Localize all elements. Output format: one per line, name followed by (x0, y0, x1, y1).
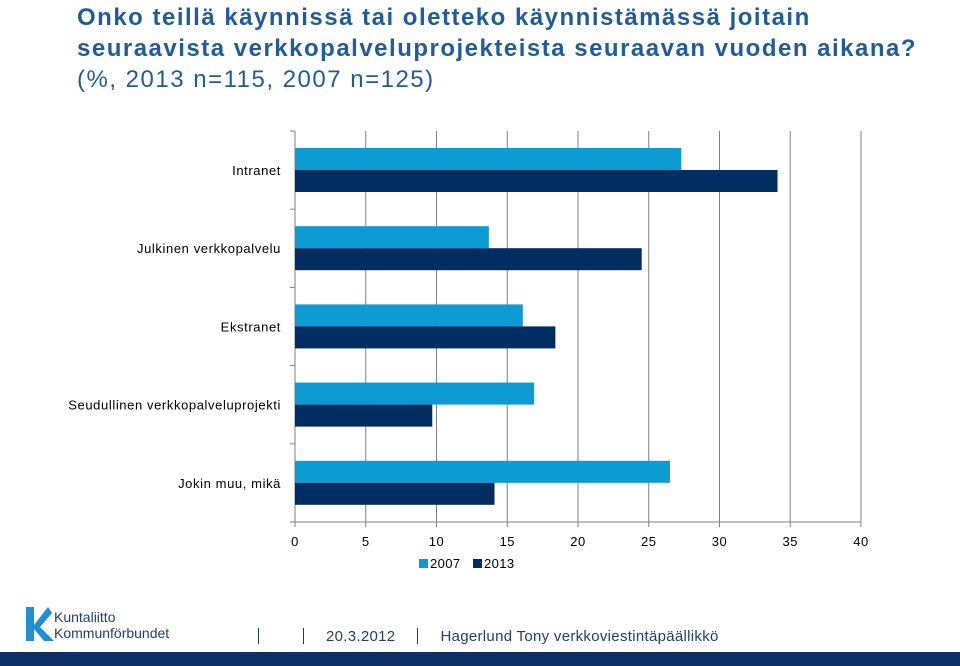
category-label: Ekstranet (221, 319, 281, 334)
bar-2007 (295, 304, 523, 327)
footer-date: 20.3.2012 (326, 628, 396, 645)
bar-2013 (295, 248, 642, 271)
x-tick-label: 35 (783, 534, 798, 549)
legend-label: 2013 (484, 556, 515, 571)
footer-bar (0, 652, 960, 666)
page-title: Onko teillä käynnissä tai oletteko käynn… (77, 2, 957, 95)
x-tick-label: 5 (362, 534, 370, 549)
category-label: Julkinen verkkopalvelu (137, 241, 281, 256)
bar-2007 (295, 148, 682, 170)
footer: 20.3.2012 Hagerlund Tony verkkoviestintäp… (236, 628, 719, 645)
category-label: Intranet (232, 163, 281, 178)
logo-line2: Kommunförbundet (54, 625, 170, 641)
kuntaliitto-logo-icon (26, 607, 54, 641)
bar-2007 (295, 382, 535, 405)
bar-2007 (295, 460, 670, 483)
x-tick-label: 25 (641, 534, 656, 549)
bar-2013 (295, 326, 556, 349)
legend-swatch-2013 (473, 559, 482, 568)
footer-author: Hagerlund Tony verkkoviestintäpäällikkö (440, 628, 719, 645)
title-subtitle: (%, 2013 n=115, 2007 n=125) (77, 66, 435, 93)
bar-chart: 0 5 10 15 20 25 30 35 40 Intranet Julkinen verkkop… (68, 130, 868, 571)
legend-label: 2007 (430, 556, 461, 571)
logo-text: Kuntaliitto Kommunförbundet (54, 609, 169, 641)
title-main: Onko teillä käynnissä tai oletteko käynn… (77, 4, 918, 62)
category-label: Jokin muu, mikä (178, 476, 281, 491)
x-tick-label: 20 (570, 534, 585, 549)
x-tick-label: 0 (291, 534, 299, 549)
x-tick-label: 40 (853, 534, 868, 549)
bar-2013 (295, 404, 433, 427)
bar-2013 (295, 170, 778, 192)
x-tick-label: 30 (712, 534, 727, 549)
bar-2013 (295, 482, 495, 505)
logo-line1: Kuntaliitto (54, 609, 116, 625)
x-tick-label: 15 (500, 534, 515, 549)
category-label: Seudullinen verkkopalveluprojekti (68, 398, 281, 413)
x-tick-label: 10 (429, 534, 444, 549)
legend-swatch-2007 (419, 559, 428, 568)
bar-2007 (295, 226, 489, 249)
